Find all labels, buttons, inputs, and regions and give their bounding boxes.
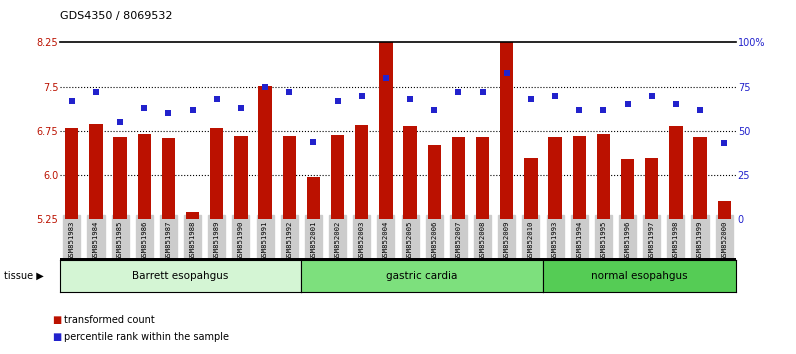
Bar (379, 40, 392, 219)
Point (114, 119, 127, 125)
Point (476, 89, 489, 95)
Bar (476, 137, 490, 219)
Bar (234, 136, 248, 219)
Bar (138, 134, 151, 219)
Point (355, 93, 368, 98)
Bar (597, 134, 610, 219)
Bar (717, 201, 731, 219)
Point (621, 102, 634, 107)
Text: transformed count: transformed count (64, 315, 154, 325)
Point (90, 89, 103, 95)
Bar (452, 137, 465, 219)
Point (597, 107, 610, 113)
Point (548, 93, 561, 98)
Point (501, 70, 513, 75)
Point (573, 107, 586, 113)
Bar (89, 124, 103, 219)
Bar (693, 137, 707, 219)
Point (235, 105, 248, 111)
Point (404, 96, 416, 102)
Point (259, 84, 271, 90)
Point (307, 139, 320, 144)
Bar (210, 128, 224, 219)
Point (331, 98, 344, 104)
Bar (548, 137, 562, 219)
Point (693, 107, 706, 113)
Bar (259, 86, 271, 219)
Text: ■: ■ (52, 332, 61, 342)
Point (138, 105, 150, 111)
Text: ■: ■ (52, 315, 61, 325)
Point (283, 89, 295, 95)
Bar (525, 158, 537, 219)
Bar (572, 136, 586, 219)
Bar (621, 159, 634, 219)
Bar (500, 31, 513, 219)
Bar (427, 144, 441, 219)
Point (162, 110, 175, 116)
Point (380, 75, 392, 81)
Point (646, 93, 658, 98)
Bar (306, 177, 320, 219)
Bar (404, 126, 417, 219)
Bar (114, 137, 127, 219)
Bar (645, 158, 658, 219)
Text: gastric cardia: gastric cardia (387, 271, 458, 281)
Point (186, 107, 199, 113)
Text: normal esopahgus: normal esopahgus (591, 271, 688, 281)
Bar (186, 212, 199, 219)
Bar (331, 135, 344, 219)
Point (718, 141, 731, 146)
Point (669, 102, 682, 107)
Text: Barrett esopahgus: Barrett esopahgus (132, 271, 228, 281)
Bar (283, 136, 296, 219)
Bar (162, 138, 175, 219)
Text: tissue ▶: tissue ▶ (4, 271, 44, 281)
Bar (669, 126, 682, 219)
Bar (65, 128, 79, 219)
Point (428, 107, 441, 113)
Point (65, 98, 78, 104)
Point (525, 96, 537, 102)
Bar (355, 125, 369, 219)
Text: percentile rank within the sample: percentile rank within the sample (64, 332, 228, 342)
Point (452, 89, 465, 95)
Point (210, 96, 223, 102)
Text: GDS4350 / 8069532: GDS4350 / 8069532 (60, 11, 172, 21)
